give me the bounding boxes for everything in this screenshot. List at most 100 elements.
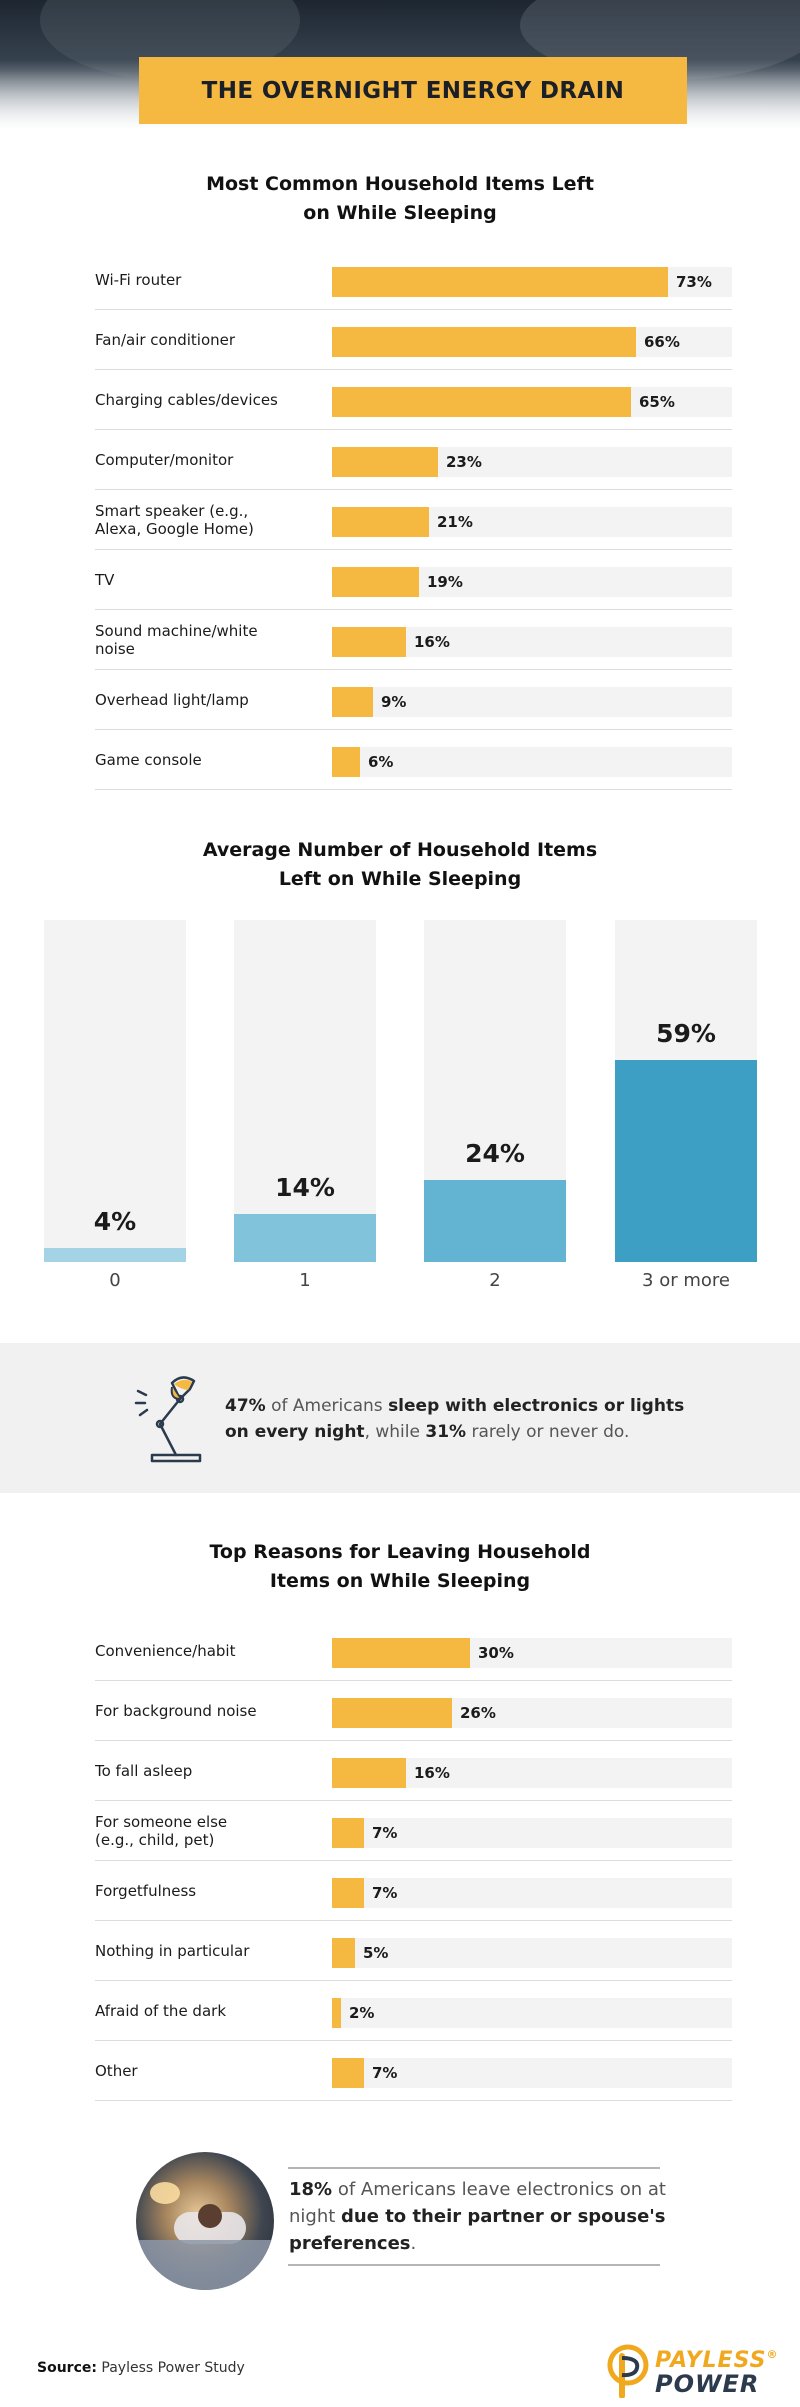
- reason-row: For background noise 26%: [95, 1681, 732, 1741]
- item-value-label: 19%: [427, 573, 463, 591]
- callout2-text1: of Americans leave electronics on at nig…: [289, 2179, 666, 2227]
- reason-label: Other: [95, 2041, 325, 2101]
- item-row: Wi-Fi router 73%: [95, 250, 732, 310]
- callout1-text2: , while: [364, 1422, 426, 1442]
- count-column: 59%: [615, 920, 757, 1262]
- reason-label: To fall asleep: [95, 1741, 325, 1801]
- reason-bar-track: 26%: [332, 1698, 732, 1728]
- item-label: Charging cables/devices: [95, 370, 325, 430]
- item-label-line1: TV: [95, 571, 115, 589]
- desk-lamp-icon: [134, 1376, 202, 1463]
- item-row: Charging cables/devices 65%: [95, 370, 732, 430]
- count-bar: [234, 1214, 376, 1262]
- item-label-line1: Smart speaker (e.g.,: [95, 502, 249, 520]
- reason-row: For someone else (e.g., child, pet) 7%: [95, 1801, 732, 1861]
- item-label-line1: Fan/air conditioner: [95, 331, 236, 349]
- reason-value-label: 16%: [414, 1764, 450, 1782]
- item-bar: [332, 627, 406, 657]
- item-label: TV: [95, 550, 325, 610]
- lights-on-statement: 47% of Americans sleep with electronics …: [225, 1393, 695, 1445]
- item-bar: [332, 387, 631, 417]
- source-note: Source: Payless Power Study: [37, 2360, 245, 2376]
- reason-row: To fall asleep 16%: [95, 1741, 732, 1801]
- lights-on-callout: 47% of Americans sleep with electronics …: [0, 1343, 800, 1493]
- reason-label-line1: For someone else: [95, 1813, 228, 1831]
- count-category-label: 3 or more: [642, 1270, 730, 1291]
- chart3-title-line2: Items on While Sleeping: [269, 1570, 531, 1592]
- reason-row: Afraid of the dark 2%: [95, 1981, 732, 2041]
- item-bar-track: 6%: [332, 747, 732, 777]
- item-label-line2: noise: [95, 640, 135, 658]
- item-value-label: 73%: [676, 273, 712, 291]
- item-value-label: 23%: [446, 453, 482, 471]
- count-column: 14%: [234, 920, 376, 1262]
- item-bar: [332, 747, 360, 777]
- item-bar-track: 66%: [332, 327, 732, 357]
- item-bar: [332, 447, 438, 477]
- partner-statement: 18% of Americans leave electronics on at…: [289, 2176, 669, 2257]
- logo-mark-icon: [607, 2344, 649, 2398]
- chart1-title-line1: Most Common Household Items Left: [206, 173, 594, 195]
- sleeping-person-photo: [136, 2152, 274, 2290]
- reason-value-label: 2%: [349, 2004, 375, 2022]
- callout2-text2: .: [410, 2233, 417, 2254]
- reason-row: Other 7%: [95, 2041, 732, 2101]
- chart1-title-line2: on While Sleeping: [303, 202, 497, 224]
- count-category-label: 1: [299, 1270, 311, 1291]
- count-column: 24%: [424, 920, 566, 1262]
- item-value-label: 21%: [437, 513, 473, 531]
- reason-label: Nothing in particular: [95, 1921, 325, 1981]
- reason-label-line1: Afraid of the dark: [95, 2002, 227, 2020]
- reason-bar: [332, 1758, 406, 1788]
- item-bar-track: 73%: [332, 267, 732, 297]
- reason-label: Convenience/habit: [95, 1621, 325, 1681]
- count-value-label: 59%: [656, 1019, 716, 1048]
- item-label: Wi-Fi router: [95, 250, 325, 310]
- count-category-label: 0: [109, 1270, 121, 1291]
- chart1-title: Most Common Household Items Left on Whil…: [100, 170, 700, 228]
- callout2-bold: due to their partner or spouse's prefere…: [289, 2206, 666, 2254]
- partner-preference-callout: 18% of Americans leave electronics on at…: [0, 2140, 800, 2290]
- stat-31: 31%: [425, 1422, 467, 1442]
- item-label-line1: Sound machine/white: [95, 622, 258, 640]
- item-bar-track: 16%: [332, 627, 732, 657]
- reason-bar: [332, 1998, 341, 2028]
- reason-bar: [332, 1818, 364, 1848]
- payless-power-logo: PAYLESS® POWER: [607, 2344, 779, 2400]
- reason-bar-track: 7%: [332, 1878, 732, 1908]
- item-bar-track: 21%: [332, 507, 732, 537]
- item-label-line1: Charging cables/devices: [95, 391, 278, 409]
- item-value-label: 9%: [381, 693, 407, 711]
- count-bar: [424, 1180, 566, 1262]
- chart3-title-line1: Top Reasons for Leaving Household: [209, 1541, 591, 1563]
- item-row: Computer/monitor 23%: [95, 430, 732, 490]
- stat-47: 47%: [225, 1396, 266, 1416]
- reason-value-label: 5%: [363, 1944, 389, 1962]
- reason-label-line1: For background noise: [95, 1702, 257, 1720]
- reason-value-label: 7%: [372, 1884, 398, 1902]
- reason-label: Forgetfulness: [95, 1861, 325, 1921]
- item-label: Game console: [95, 730, 325, 790]
- callout1-text1: of Americans: [265, 1396, 389, 1416]
- source-label: Source:: [37, 2360, 97, 2376]
- reason-bar: [332, 2058, 364, 2088]
- item-bar: [332, 327, 636, 357]
- reason-bar-track: 30%: [332, 1638, 732, 1668]
- title-banner: THE OVERNIGHT ENERGY DRAIN: [139, 57, 687, 124]
- item-value-label: 16%: [414, 633, 450, 651]
- item-row: Sound machine/white noise 16%: [95, 610, 732, 670]
- item-value-label: 6%: [368, 753, 394, 771]
- callout1-text3: rarely or never do.: [466, 1422, 630, 1442]
- item-value-label: 66%: [644, 333, 680, 351]
- reason-bar-track: 7%: [332, 2058, 732, 2088]
- reason-label-line1: To fall asleep: [95, 1762, 193, 1780]
- item-bar-track: 65%: [332, 387, 732, 417]
- reason-bar-track: 2%: [332, 1998, 732, 2028]
- count-bar: [615, 1060, 757, 1262]
- callout2-top-rule: [288, 2167, 660, 2169]
- logo-word-payless: PAYLESS®: [655, 2348, 779, 2373]
- chart3-title: Top Reasons for Leaving Household Items …: [100, 1538, 700, 1596]
- count-value-label: 4%: [93, 1207, 137, 1236]
- item-bar-track: 23%: [332, 447, 732, 477]
- chart2-title-line2: Left on While Sleeping: [278, 868, 522, 890]
